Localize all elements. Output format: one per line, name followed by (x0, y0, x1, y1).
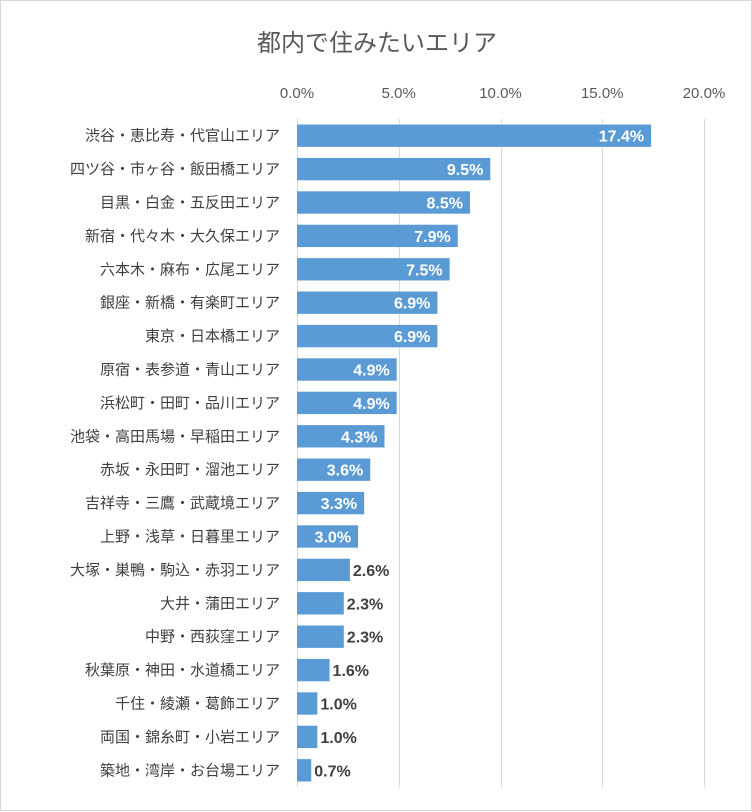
data-label: 9.5% (447, 162, 483, 179)
data-label: 4.9% (353, 396, 389, 413)
bar (297, 224, 458, 248)
category-label: 吉祥寺・三鷹・武蔵境エリア (85, 494, 280, 512)
bar (297, 458, 371, 481)
data-label: 3.6% (327, 463, 363, 480)
gridlines (297, 119, 705, 787)
category-label: 浜松町・田町・品川エリア (100, 394, 280, 412)
data-label: 7.9% (414, 229, 450, 246)
bar (297, 291, 438, 314)
bar (297, 592, 344, 615)
data-label: 4.3% (341, 429, 377, 446)
data-label: 7.5% (406, 262, 442, 279)
bars (297, 124, 652, 782)
bar (297, 391, 397, 415)
bar (297, 625, 344, 648)
x-tick-label: 10.0% (479, 85, 522, 102)
data-label: 3.3% (321, 496, 357, 513)
category-label: 千住・綾瀬・葛飾エリア (115, 695, 280, 713)
bar (297, 358, 397, 381)
category-label: 渋谷・恵比寿・代官山エリア (85, 127, 280, 145)
data-label: 2.6% (353, 563, 389, 580)
bar (297, 425, 385, 448)
category-label: 銀座・新橋・有楽町エリア (100, 294, 280, 312)
bar (297, 759, 312, 782)
category-label: 六本木・麻布・広尾エリア (100, 260, 280, 278)
data-label: 8.5% (427, 196, 463, 213)
bar (297, 725, 318, 749)
data-label: 0.7% (314, 763, 350, 780)
category-label: 大井・蒲田エリア (160, 594, 280, 612)
category-label: 東京・日本橋エリア (145, 327, 280, 345)
x-axis-ticks: 0.0% 5.0% 10.0% 15.0% 20.0% (280, 85, 725, 102)
data-label: 1.6% (333, 663, 369, 680)
bar (297, 324, 438, 348)
data-label: 3.0% (315, 530, 351, 547)
bar (297, 491, 365, 515)
data-label: 6.9% (394, 296, 430, 313)
data-label: 2.3% (347, 596, 383, 613)
data-label: 1.0% (320, 697, 356, 714)
bar (297, 525, 359, 548)
category-label: 赤坂・永田町・溜池エリア (100, 461, 280, 479)
chart-title: 都内で住みたいエリア (257, 29, 497, 57)
bar (297, 124, 652, 147)
category-labels: 渋谷・恵比寿・代官山エリア四ツ谷・市ヶ谷・飯田橋エリア目黒・白金・五反田エリア新… (70, 127, 280, 780)
data-label: 1.0% (320, 730, 356, 747)
bar (297, 157, 491, 181)
x-tick-label: 15.0% (581, 85, 624, 102)
bar (297, 258, 450, 281)
data-label: 2.3% (347, 630, 383, 647)
category-label: 新宿・代々木・大久保エリア (85, 227, 280, 245)
bar (297, 692, 318, 715)
data-label: 17.4% (599, 129, 644, 146)
category-label: 池袋・高田馬場・早稲田エリア (70, 427, 280, 445)
category-label: 上野・浅草・日暮里エリア (100, 528, 280, 546)
category-label: 四ツ谷・市ヶ谷・飯田橋エリア (70, 160, 280, 178)
category-label: 両国・錦糸町・小岩エリア (100, 728, 280, 746)
data-label: 6.9% (394, 329, 430, 346)
x-tick-label: 0.0% (280, 85, 314, 102)
bar (297, 191, 470, 214)
x-tick-label: 20.0% (683, 85, 726, 102)
x-tick-label: 5.0% (382, 85, 416, 102)
category-label: 原宿・表参道・青山エリア (100, 361, 280, 379)
category-label: 中野・西荻窪エリア (145, 628, 280, 646)
category-label: 秋葉原・神田・水道橋エリア (85, 661, 280, 679)
data-label: 4.9% (353, 363, 389, 380)
category-label: 大塚・巣鴨・駒込・赤羽エリア (70, 561, 280, 579)
bar (297, 558, 350, 582)
data-labels: 17.4% 9.5% 8.5% 7.9% 7.5% 6.9% 6.9% 4.9% 4.9% 4.3… (314, 129, 644, 781)
category-label: 目黒・白金・五反田エリア (100, 194, 280, 212)
bar (297, 658, 330, 682)
category-label: 築地・湾岸・お台場エリア (100, 761, 280, 779)
